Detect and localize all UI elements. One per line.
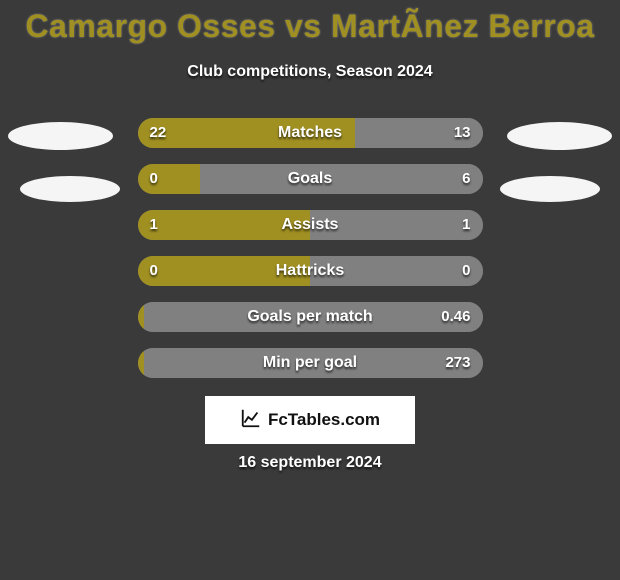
- page-title: Camargo Osses vs MartÃnez Berroa: [0, 0, 620, 45]
- date-label: 16 september 2024: [0, 454, 620, 472]
- stat-fill-right: [144, 348, 482, 378]
- stat-row: Assists11: [138, 210, 483, 240]
- stat-row: Goals06: [138, 164, 483, 194]
- stat-fill-right: [355, 118, 483, 148]
- stat-fill-right: [200, 164, 483, 194]
- stat-fill-left: [138, 302, 145, 332]
- subtitle: Club competitions, Season 2024: [0, 63, 620, 81]
- source-badge-text: FcTables.com: [268, 410, 380, 430]
- stat-fill-left: [138, 256, 311, 286]
- stat-fill-left: [138, 210, 311, 240]
- stat-row: Goals per match0.46: [138, 302, 483, 332]
- source-badge: FcTables.com: [205, 396, 415, 444]
- stat-fill-right: [310, 210, 483, 240]
- chart-icon: [240, 407, 262, 434]
- comparison-card: Camargo Osses vs MartÃnez Berroa Club co…: [0, 0, 620, 580]
- stats-rows: Matches2213 Goals06 Assists11 Hattricks00 Go…: [0, 118, 620, 394]
- stat-fill-left: [138, 118, 355, 148]
- stat-fill-left: [138, 348, 145, 378]
- stat-fill-left: [138, 164, 200, 194]
- stat-row: Min per goal273: [138, 348, 483, 378]
- stat-row: Hattricks00: [138, 256, 483, 286]
- stat-fill-right: [310, 256, 483, 286]
- stat-row: Matches2213: [138, 118, 483, 148]
- stat-fill-right: [144, 302, 482, 332]
